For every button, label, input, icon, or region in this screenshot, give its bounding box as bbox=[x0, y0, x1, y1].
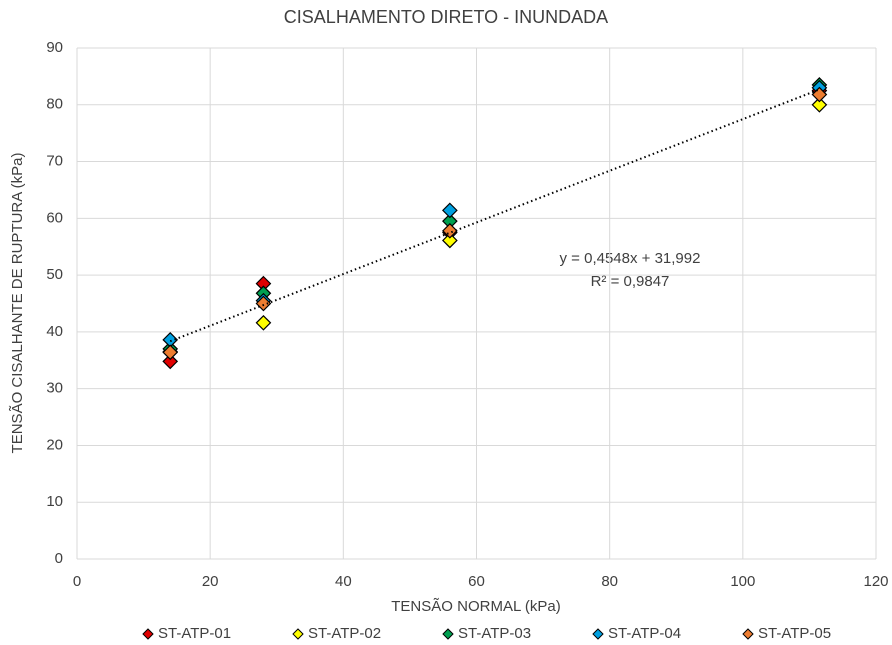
point bbox=[442, 232, 458, 249]
x-tick-label: 40 bbox=[335, 573, 352, 590]
legend-label: ST-ATP-02 bbox=[308, 625, 381, 642]
point bbox=[162, 353, 179, 370]
point bbox=[162, 344, 179, 361]
y-tick-label: 20 bbox=[46, 436, 63, 453]
legend-label: ST-ATP-01 bbox=[158, 625, 231, 642]
legend-label: ST-ATP-04 bbox=[608, 625, 681, 642]
y-tick-label: 10 bbox=[46, 493, 63, 510]
point bbox=[442, 202, 458, 219]
point bbox=[255, 314, 272, 331]
legend-label: ST-ATP-05 bbox=[758, 625, 831, 642]
trendline-equation: y = 0,4548x + 31,992 bbox=[560, 250, 701, 267]
y-tick-label: 80 bbox=[46, 96, 63, 113]
y-tick-label: 0 bbox=[55, 550, 63, 567]
point bbox=[442, 222, 458, 239]
y-tick-label: 70 bbox=[46, 153, 63, 170]
legend-marker bbox=[292, 628, 304, 640]
legend-marker bbox=[442, 628, 454, 640]
y-tick-label: 60 bbox=[46, 209, 63, 226]
x-tick-label: 120 bbox=[863, 573, 888, 590]
y-tick-label: 50 bbox=[46, 266, 63, 283]
legend-label: ST-ATP-03 bbox=[458, 625, 531, 642]
trendline bbox=[169, 88, 820, 343]
legend-marker bbox=[142, 628, 154, 640]
legend-marker bbox=[742, 628, 754, 640]
trendline-r2: R² = 0,9847 bbox=[591, 273, 670, 290]
x-tick-label: 60 bbox=[468, 573, 485, 590]
point bbox=[255, 295, 272, 312]
legend-marker bbox=[592, 628, 604, 640]
point bbox=[811, 96, 828, 113]
x-tick-label: 80 bbox=[601, 573, 618, 590]
chart-title: CISALHAMENTO DIRETO - INUNDADA bbox=[284, 7, 608, 27]
point bbox=[811, 86, 828, 103]
x-tick-label: 100 bbox=[730, 573, 755, 590]
y-tick-label: 30 bbox=[46, 380, 63, 397]
x-axis-label: TENSÃO NORMAL (kPa) bbox=[391, 598, 560, 615]
x-tick-label: 20 bbox=[202, 573, 219, 590]
y-tick-label: 90 bbox=[46, 39, 63, 56]
y-tick-label: 40 bbox=[46, 323, 63, 340]
y-axis-label: TENSÃO CISALHANTE DE RUPTURA (kPa) bbox=[9, 153, 26, 454]
x-tick-label: 0 bbox=[73, 573, 81, 590]
